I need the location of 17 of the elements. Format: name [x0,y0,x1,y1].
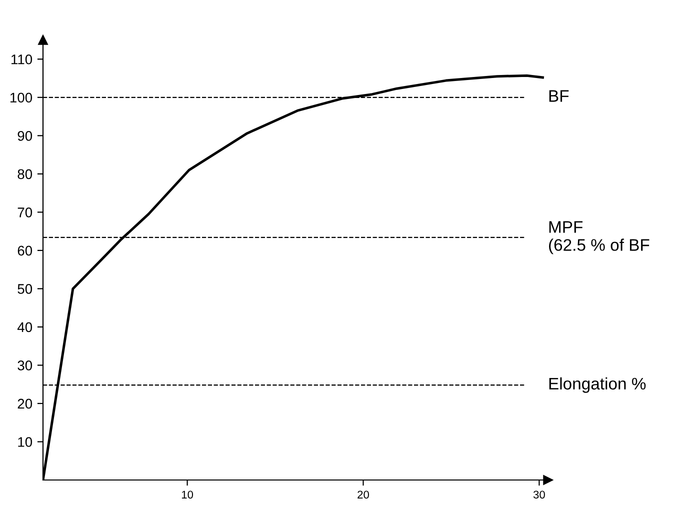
y-tick-label: 40 [17,322,32,332]
y-tick-label: 80 [18,169,32,180]
y-tick-label: 10 [18,437,32,447]
x-tick-label: 30 [533,490,545,499]
ref-line-label: Elongation % [549,377,646,393]
y-tick-label: 60 [18,246,32,256]
y-tick-label: 100 [10,92,32,103]
y-tick-label: 30 [18,360,32,370]
y-tick-label: 50 [18,284,32,294]
y-tick-label: 70 [18,208,32,218]
ref-line-label: BF [549,90,569,102]
x-tick-label: 10 [182,490,194,499]
y-tick-label: 110 [11,54,32,64]
y-tick-label: 20 [18,398,32,409]
ref-line-label: MPF (62.5 % of BF [549,221,650,254]
y-tick-label: 90 [18,130,32,141]
x-tick-label: 20 [358,490,369,499]
